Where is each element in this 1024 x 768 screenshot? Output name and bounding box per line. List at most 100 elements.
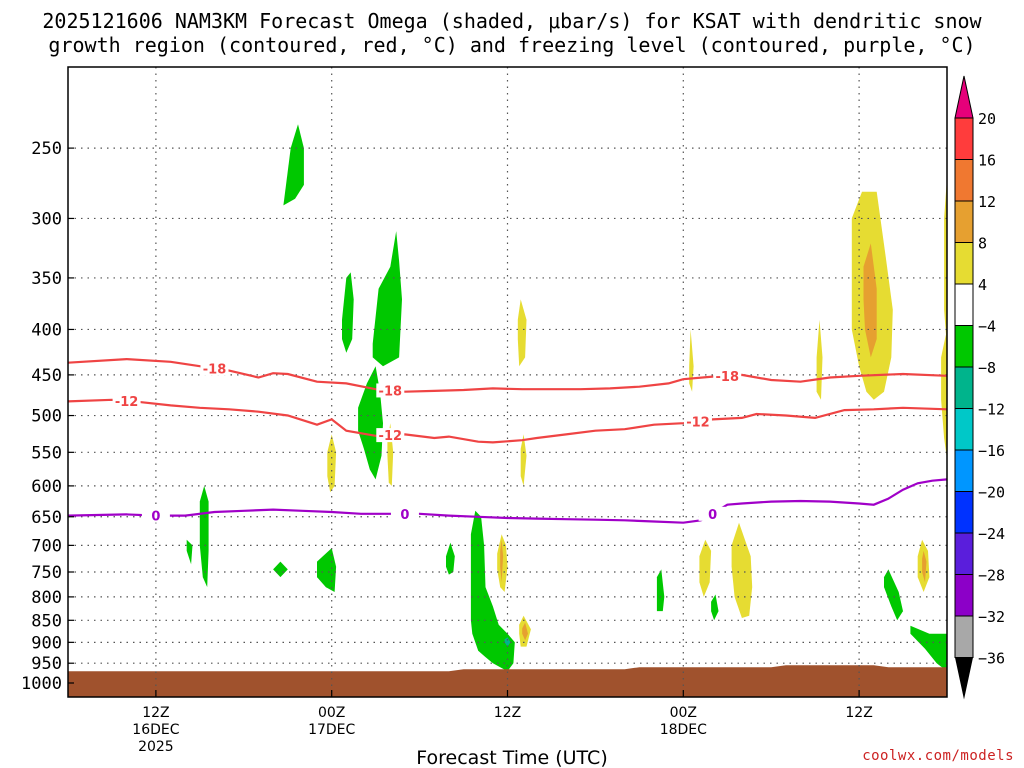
contour-label-bg	[200, 361, 229, 376]
colorbar-label: −36	[978, 650, 1005, 668]
ground-fill	[68, 665, 947, 697]
y-tick-label: 750	[31, 563, 62, 583]
omega-region-8	[446, 542, 455, 575]
x-tick-label: 00Z	[670, 705, 697, 721]
ground-layer	[68, 665, 947, 697]
y-tick-label: 600	[31, 477, 62, 497]
contour-label-bg	[390, 506, 419, 521]
contour-1	[67, 398, 948, 444]
omega-region-7	[317, 548, 337, 592]
contour-label: -12	[379, 429, 403, 444]
x-tick-label: 12Z	[142, 705, 169, 721]
omega-region-32	[922, 550, 927, 583]
colorbar-label: 12	[978, 193, 996, 211]
colorbar-label: 4	[978, 276, 987, 294]
omega-region-9	[470, 510, 515, 672]
y-tick-label: 550	[31, 443, 62, 463]
contour-label-bg	[713, 368, 742, 383]
colorbar: 20 16 12 8 4 −4 −8 −12 −16 −20 −24 −28 −32 −36	[954, 75, 1005, 700]
contours-layer: -18 -18 -18 -12 -12 -12 0 0 0	[67, 357, 948, 525]
colorbar-band-9	[954, 491, 974, 534]
colorbar-label: 16	[978, 152, 996, 170]
omega-region-12	[884, 569, 903, 621]
omega-region-4	[199, 485, 209, 588]
contour-0	[67, 357, 948, 393]
x-axis-label: Forecast Time (UTC)	[416, 747, 607, 768]
plot-frame	[67, 66, 948, 698]
colorbar-band-3	[954, 242, 974, 285]
y-tick-label: 1000	[21, 674, 62, 694]
omega-region-23	[731, 522, 753, 618]
colorbar-band-8	[954, 449, 974, 492]
omega-region-21	[689, 329, 694, 392]
colorbar-label: −16	[978, 442, 1005, 460]
colorbar-label: −32	[978, 608, 1005, 626]
omega-region-1	[342, 272, 354, 353]
x-tick-label: 17DEC	[308, 722, 355, 738]
contour-label-bg	[698, 506, 727, 521]
omega-region-2	[372, 231, 402, 367]
contour-label: -18	[203, 362, 227, 377]
contour-label: 0	[151, 510, 160, 525]
contour-label: 0	[708, 508, 717, 523]
colorbar-label: −8	[978, 359, 996, 377]
site-credit[interactable]: coolwx.com/models	[862, 748, 1014, 764]
omega-region-14	[504, 637, 511, 647]
omega-region-10	[656, 569, 665, 612]
contour-label-bg	[112, 394, 141, 409]
contour-label-bg	[683, 414, 712, 429]
chart-title-line-1: 2025121606 NAM3KM Forecast Omega (shaded…	[42, 9, 982, 33]
colorbar-bottom-arrow	[955, 657, 973, 700]
y-tick-label: 300	[31, 209, 62, 229]
omega-region-6	[273, 561, 288, 578]
contour-label-bg	[376, 383, 405, 398]
omega-region-0	[283, 124, 304, 206]
x-tick-label: 12Z	[494, 705, 521, 721]
colorbar-band-10	[954, 532, 974, 575]
omega-region-3	[358, 366, 383, 480]
omega-region-24	[816, 319, 823, 400]
x-tick-label: 2025	[138, 739, 174, 755]
y-tick-label: 800	[31, 588, 62, 608]
contour-label: -18	[379, 384, 403, 399]
contour-label: -18	[716, 370, 740, 385]
contour-label: -12	[686, 415, 710, 430]
contour-label: 0	[400, 508, 409, 523]
omega-region-18	[520, 434, 527, 486]
omega-region-31	[863, 243, 877, 358]
colorbar-label: −12	[978, 401, 1005, 419]
colorbar-top-arrow	[954, 75, 974, 119]
contour-label: -12	[115, 395, 139, 410]
colorbar-band-4	[954, 283, 974, 326]
y-tick-label: 400	[31, 320, 62, 340]
y-tick-label: 250	[31, 139, 62, 159]
omega-region-29	[500, 539, 504, 583]
omega-shading-layer	[186, 124, 947, 672]
colorbar-label: 8	[978, 235, 987, 253]
omega-region-17	[517, 299, 527, 367]
chart-title-line-2: growth region (contoured, red, °C) and f…	[48, 33, 976, 57]
colorbar-band-0	[954, 117, 974, 160]
colorbar-band-7	[954, 408, 974, 451]
omega-region-11	[711, 594, 719, 621]
omega-region-19	[327, 434, 337, 493]
contour-label-bg	[141, 508, 170, 523]
y-tick-label: 950	[31, 654, 62, 674]
x-tick-label: 00Z	[318, 705, 345, 721]
colorbar-label: −28	[978, 567, 1005, 585]
x-tick-label: 12Z	[845, 705, 872, 721]
y-tick-label: 450	[31, 366, 62, 386]
contour-2	[67, 478, 948, 524]
colorbar-band-11	[954, 574, 974, 617]
x-tick-label: 16DEC	[132, 722, 179, 738]
colorbar-band-2	[954, 200, 974, 243]
omega-region-13	[910, 625, 947, 672]
omega-region-28	[941, 329, 947, 460]
colorbar-band-1	[954, 159, 974, 202]
y-tick-label: 850	[31, 611, 62, 631]
colorbar-label: −20	[978, 484, 1005, 502]
colorbar-band-6	[954, 366, 974, 409]
colorbar-label: −4	[978, 318, 996, 336]
omega-region-30	[522, 622, 528, 641]
